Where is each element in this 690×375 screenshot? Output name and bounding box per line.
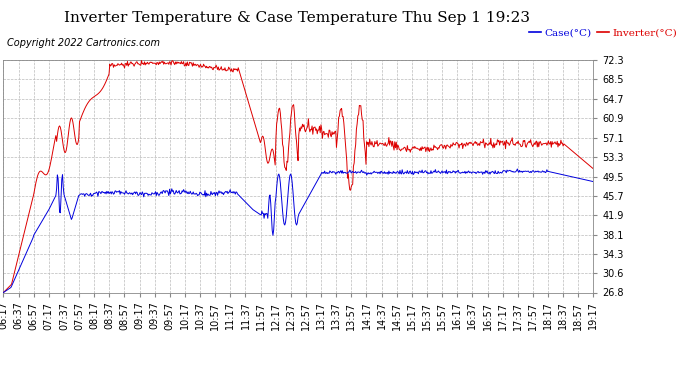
Text: Copyright 2022 Cartronics.com: Copyright 2022 Cartronics.com [7, 38, 160, 48]
Legend: Case(°C), Inverter(°C): Case(°C), Inverter(°C) [524, 24, 681, 42]
Text: Inverter Temperature & Case Temperature Thu Sep 1 19:23: Inverter Temperature & Case Temperature … [63, 11, 530, 25]
